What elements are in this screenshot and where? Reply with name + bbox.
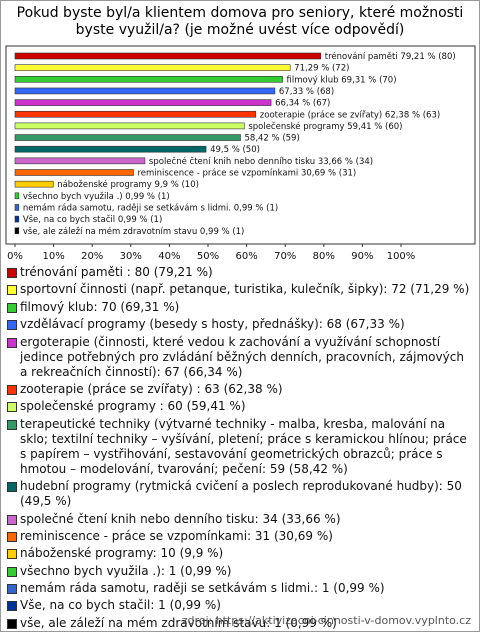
legend-swatch — [7, 337, 17, 348]
x-tick-label: 30% — [120, 251, 142, 262]
legend-entry: všechno bych využila .): 1 (0,99 %) — [7, 564, 473, 579]
x-tick-label: 10% — [42, 251, 64, 262]
legend-swatch — [7, 419, 17, 430]
source: zdroj: https://aktivizacni-cinnosti-v-do… — [181, 614, 471, 627]
bar-label: zooterapie (práce se zvířaty) 62,38 % (6… — [260, 110, 440, 120]
legend: trénování paměti : 80 (79,21 %) sportovní… — [7, 265, 473, 631]
bar-label: společenské programy 59,41 % (60) — [248, 121, 402, 132]
bar-label: Vše, na co bych stačil 0,99 % (1) — [23, 214, 162, 225]
bar-label: reminiscence - práce se vzpomínkami 30,6… — [137, 169, 356, 179]
legend-entry: vzdělávací programy (besedy s hosty, pře… — [7, 317, 473, 332]
bar — [14, 215, 20, 223]
legend-label: sportovní činnosti (např. petanque, turi… — [20, 282, 470, 297]
bar-label: 67,33 % (68) — [279, 87, 334, 97]
legend-swatch — [7, 618, 17, 629]
legend-entry: sportovní činnosti (např. petanque, turi… — [7, 282, 473, 297]
legend-swatch — [7, 601, 17, 612]
x-tick-label: 100% — [387, 251, 416, 262]
x-tick-label: 90% — [351, 251, 373, 262]
bar — [14, 227, 20, 235]
legend-entry: ergoterapie (činnosti, které vedou k zac… — [7, 335, 473, 380]
legend-entry: hudební programy (rytmická cvičení a pos… — [7, 479, 473, 509]
bar-label: 71,29 % (72) — [294, 64, 349, 74]
bar-label: trénování paměti 79,21 % (80) — [325, 51, 456, 62]
bar — [14, 110, 257, 118]
x-tick-label: 50% — [197, 251, 219, 262]
bar-label: společné čtení knih nebo denního tisku 3… — [149, 156, 373, 167]
bar — [14, 204, 20, 211]
legend-label: filmový klub: 70 (69,31 %) — [20, 299, 180, 314]
bar — [14, 169, 134, 176]
bar — [14, 87, 276, 95]
legend-swatch — [7, 268, 17, 278]
bar-label: 49,5 % (50) — [210, 145, 260, 155]
bar-label: všechno bych využila .) 0,99 % (1) — [23, 191, 170, 202]
legend-swatch — [7, 531, 17, 542]
bar — [14, 76, 283, 83]
legend-label: ergoterapie (činnosti, které vedou k zac… — [20, 334, 464, 379]
chart: 0% 10% 20% 30% 40% 50% 60% 70% 80% 90% 100% trénová… — [5, 45, 476, 262]
legend-label: nemám ráda samotu, raději se setkávám s … — [20, 581, 385, 596]
legend-label: všechno bych využila .): 1 (0,99 %) — [20, 563, 232, 578]
legend-entry: náboženské programy: 10 (9,9 %) — [7, 546, 473, 561]
legend-entry: nemám ráda samotu, raději se setkávám s … — [7, 581, 473, 596]
x-tick-label: 70% — [274, 251, 296, 262]
bar-label: 58,42 % (59) — [245, 134, 300, 144]
legend-swatch — [7, 584, 17, 595]
legend-label: společné čtení knih nebo denního tisku: … — [20, 511, 341, 526]
bar — [14, 52, 322, 60]
bar — [14, 180, 54, 188]
x-tick-label: 40% — [158, 251, 180, 262]
legend-entry: terapeutické techniky (výtvarné techniky… — [7, 417, 473, 477]
bar-label: vše, ale záleží na mém zdravotním stavu … — [23, 226, 245, 237]
legend-entry: filmový klub: 70 (69,31 %) — [7, 300, 473, 315]
legend-label: trénování paměti : 80 (79,21 %) — [20, 265, 213, 279]
bar — [14, 145, 207, 153]
legend-label: terapeutické techniky (výtvarné techniky… — [20, 416, 467, 476]
legend-swatch — [7, 320, 17, 331]
legend-label: reminiscence - práce se vzpomínkami: 31 … — [20, 528, 333, 543]
legend-entry: zooterapie (práce se zvířaty) : 63 (62,3… — [7, 382, 473, 397]
x-tick-label: 60% — [235, 251, 257, 262]
legend-label: zooterapie (práce se zvířaty) : 63 (62,3… — [20, 381, 283, 396]
legend-swatch — [7, 566, 17, 577]
x-tick-label: 0% — [7, 251, 23, 262]
bar-label: náboženské programy 9,9 % (10) — [57, 179, 199, 190]
legend-entry: společné čtení knih nebo denního tisku: … — [7, 512, 473, 527]
legend-label: Vše, na co bych stačil: 1 (0,99 %) — [20, 598, 221, 613]
chart-title: Pokud byste byl/a klientem domova pro se… — [16, 5, 464, 38]
legend-swatch — [7, 514, 17, 525]
legend-entry: vše, ale záleží na mém zdravotním stavu:… — [7, 616, 473, 631]
legend-swatch — [7, 384, 17, 395]
bar — [14, 99, 272, 106]
legend-label: náboženské programy: 10 (9,9 %) — [20, 546, 224, 561]
legend-swatch — [7, 549, 17, 560]
legend-swatch — [7, 285, 17, 296]
x-tick-label: 20% — [81, 251, 103, 262]
legend-label: vše, ale záleží na mém zdravotním stavu:… — [20, 615, 337, 630]
legend-entry: reminiscence - práce se vzpomínkami: 31 … — [7, 529, 473, 544]
bar — [14, 64, 291, 71]
legend-entry: trénování paměti : 80 (79,21 %) — [7, 265, 473, 280]
legend-swatch — [7, 482, 17, 493]
bar-label: nemám ráda samotu, raději se setkávám s … — [23, 203, 278, 213]
x-tick-label: 80% — [313, 251, 335, 262]
bar — [14, 192, 20, 200]
legend-entry: společenské programy : 60 (59,41 %) — [7, 399, 473, 414]
bar — [14, 122, 245, 130]
bar-label: filmový klub 69,31 % (70) — [287, 75, 397, 85]
legend-entry: Vše, na co bych stačil: 1 (0,99 %) — [7, 598, 473, 613]
bar-label: 66,34 % (67) — [275, 99, 330, 109]
bar — [14, 134, 241, 141]
legend-label: společenské programy : 60 (59,41 %) — [20, 399, 246, 414]
legend-label: vzdělávací programy (besedy s hosty, pře… — [20, 317, 405, 332]
legend-label: hudební programy (rytmická cvičení a pos… — [20, 479, 462, 509]
legend-swatch — [7, 402, 17, 413]
legend-swatch — [7, 302, 17, 313]
bar — [14, 157, 146, 165]
